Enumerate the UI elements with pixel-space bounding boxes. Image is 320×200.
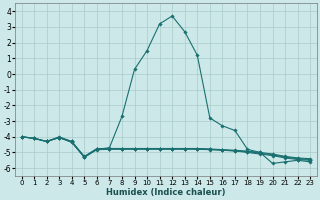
- X-axis label: Humidex (Indice chaleur): Humidex (Indice chaleur): [106, 188, 226, 197]
